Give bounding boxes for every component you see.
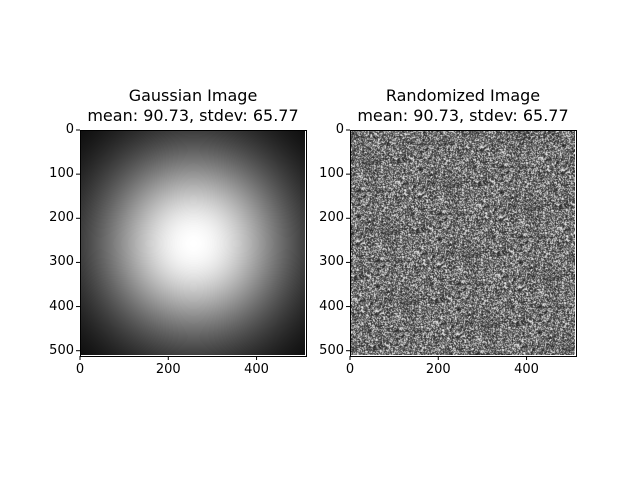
left-chart-title-line1: Gaussian Image: [128, 86, 258, 105]
right-ytick-label: 200: [319, 210, 344, 226]
right-ytick-label: 100: [319, 166, 344, 182]
left-ytick-label: 500: [49, 342, 74, 358]
left-ytick-label: 400: [49, 298, 74, 314]
left-ytick-label: 300: [49, 254, 74, 270]
right-axes-frame: [350, 130, 577, 357]
left-axes-frame: [80, 130, 307, 357]
left-ytick-label: 100: [49, 166, 74, 182]
left-xtick-label: 200: [155, 362, 181, 377]
right-ytick-label: 0: [335, 122, 344, 137]
randomized-image: [351, 131, 575, 355]
right-xtick-label: 0: [345, 362, 355, 377]
left-xtick-label: 0: [75, 362, 85, 377]
right-chart-title-line1: Randomized Image: [385, 86, 541, 105]
left-ytick-label: 0: [65, 122, 74, 137]
gaussian-image: [81, 131, 305, 355]
left-xtick-label: 400: [244, 362, 269, 377]
right-xtick-label: 200: [425, 362, 451, 377]
left-chart-title-line2: mean: 90.73, stdev: 65.77: [87, 106, 299, 125]
right-ytick-label: 400: [319, 298, 344, 314]
right-ytick-label: 300: [319, 254, 344, 270]
right-chart-title-line2: mean: 90.73, stdev: 65.77: [357, 106, 569, 125]
right-ytick-label: 500: [319, 342, 344, 358]
right-xtick-label: 400: [514, 362, 539, 377]
left-ytick-label: 200: [49, 210, 74, 226]
